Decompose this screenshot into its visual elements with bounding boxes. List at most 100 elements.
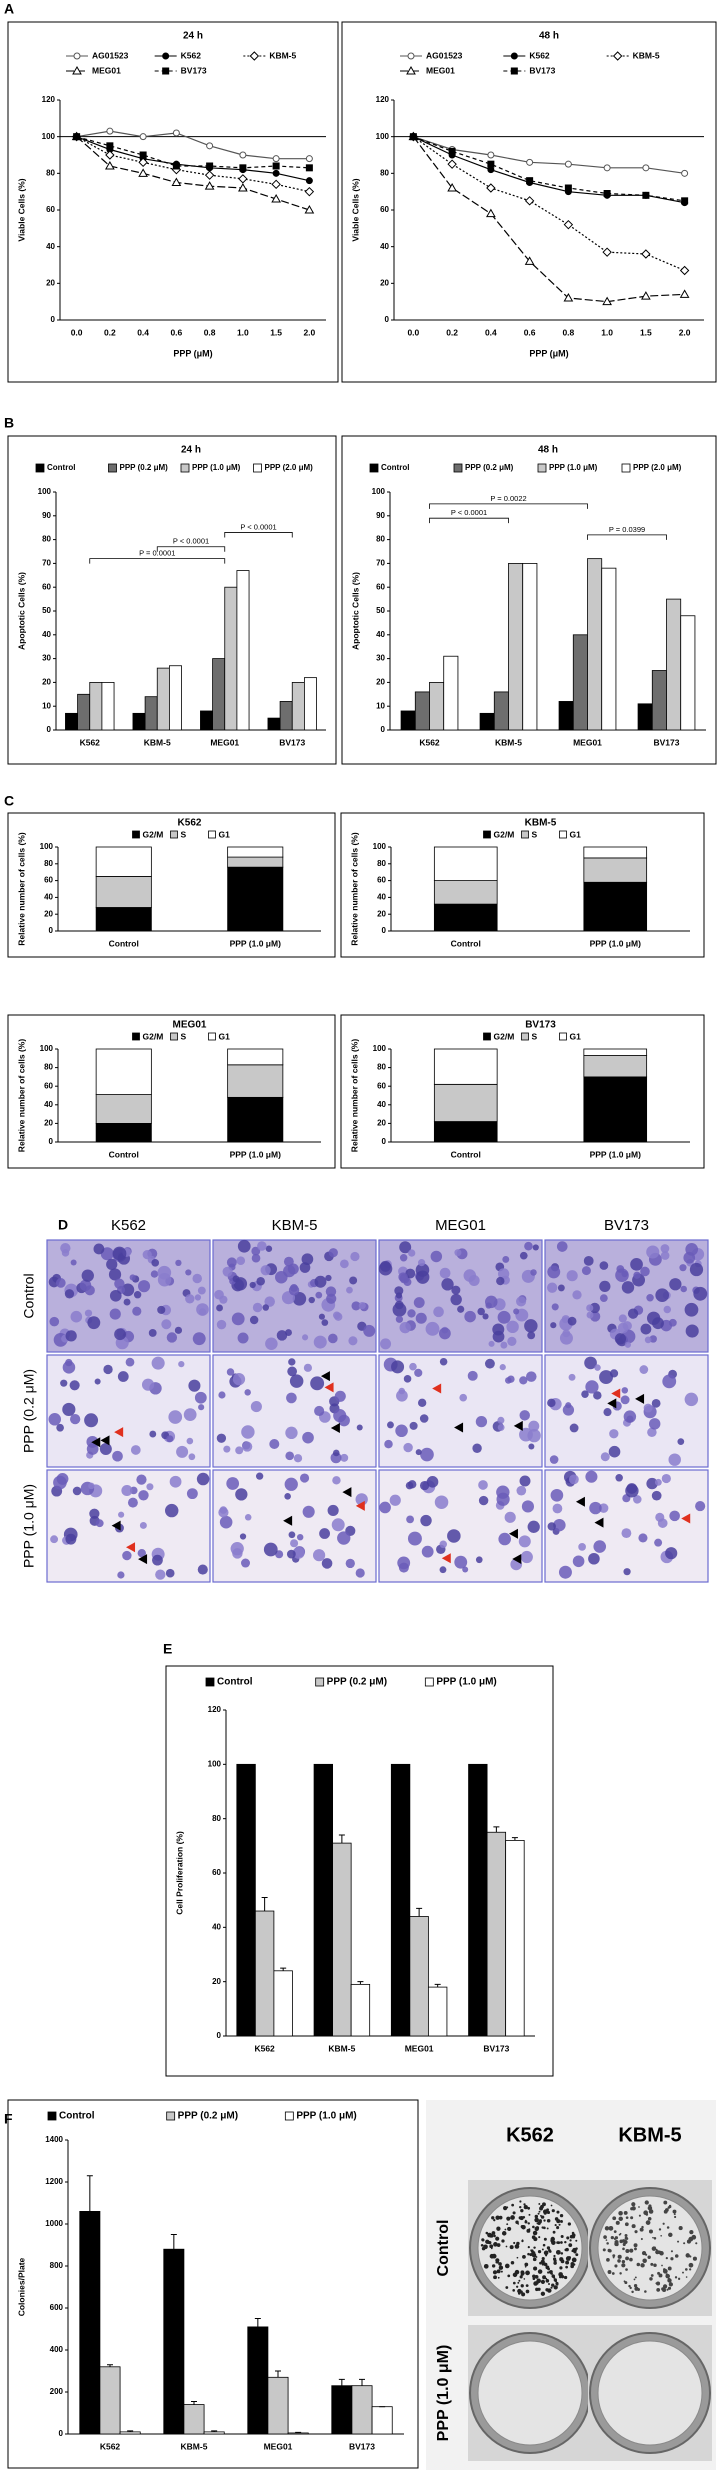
x-tick-label: BV173 [279,737,305,747]
legend-label: PPP (0.2 μM) [120,463,169,472]
significance-label: P < 0.0001 [173,537,209,546]
colony [542,2275,547,2280]
colony [683,2242,686,2245]
colony [510,2260,515,2265]
x-tick-label: K562 [80,737,101,747]
legend-swatch [284,2111,294,2121]
cell [363,1324,376,1337]
marker [679,265,690,276]
cell [608,1445,621,1458]
colony [525,2270,530,2276]
arrowhead [283,1515,293,1526]
colony [629,2286,632,2290]
series-line [76,130,310,160]
x-tick-label: 0.4 [137,327,149,337]
colony [634,2247,637,2251]
cell [86,1443,99,1455]
legend-marker [72,65,82,75]
y-tick-label: 600 [50,2303,64,2312]
cell [395,1292,403,1299]
cell [176,1445,189,1458]
marker [172,129,180,137]
cell [507,1375,515,1383]
colony [685,2276,688,2278]
y-tick-label: 100 [208,1759,222,1768]
colony [526,2228,531,2233]
y-tick-label: 800 [50,2261,64,2270]
cell [498,1532,511,1546]
cell [415,1312,427,1324]
cell [312,1549,326,1562]
cell [53,1475,67,1490]
x-tick-label: 0.0 [407,327,419,337]
y-tick-label: 40 [377,893,386,902]
cell [654,1538,663,1547]
cell [263,1542,278,1557]
legend-label: G2/M [143,1031,164,1041]
legend-swatch [132,830,140,839]
bar [558,701,574,731]
cell [609,1429,619,1439]
cell [321,1558,333,1569]
error-bar [357,1981,364,1985]
bar [350,1983,371,2037]
colony [556,2283,559,2286]
colony [668,2282,673,2287]
cell [56,1423,64,1432]
colony [541,2215,545,2219]
colony [617,2259,621,2263]
bar-segment [583,857,648,883]
cell [236,1256,246,1266]
cell [583,1255,594,1266]
cell [55,1278,66,1288]
dish-well [477,2195,583,2301]
cell [301,1253,314,1266]
cell [550,1322,557,1329]
x-tick-label: 1.0 [237,327,249,337]
colony [548,2282,551,2285]
legend-label: AG01523 [92,50,129,60]
x-tick-label: KBM-5 [495,737,522,747]
colony [563,2275,568,2280]
cell [439,1566,447,1574]
marker [679,289,690,298]
cell [62,1402,76,1417]
cell [328,1333,338,1344]
legend-label: AG01523 [426,50,463,60]
arrowhead [114,1427,124,1438]
legend-label: BV173 [529,65,555,75]
marker [73,133,81,141]
colony [547,2267,550,2271]
bar [236,1763,256,2037]
cell [420,1514,432,1527]
colony [648,2209,654,2214]
y-tick-label: 10 [376,701,385,710]
colony [619,2272,622,2275]
colony [665,2208,669,2212]
colony [674,2276,678,2279]
cell [348,1336,358,1346]
colony [682,2271,684,2274]
legend-swatch [559,1032,567,1041]
legend-label: G2/M [494,1031,515,1041]
cell [646,1293,654,1302]
bar-segment [227,866,284,932]
error-bar [416,1907,423,1917]
bar [156,667,170,731]
bar [332,1842,352,2037]
cell [123,1298,131,1306]
x-tick-label: K562 [254,2043,275,2053]
cell [398,1562,409,1573]
cell [138,1490,149,1501]
legend-marker [407,52,415,60]
colony [639,2227,644,2232]
cell [345,1558,355,1569]
colony [631,2202,636,2207]
colony [503,2205,508,2211]
colony [608,2225,614,2231]
marker [305,177,313,185]
cell [677,1438,685,1446]
legend-swatch [621,463,631,473]
colony [643,2210,649,2216]
colony [541,2226,544,2229]
